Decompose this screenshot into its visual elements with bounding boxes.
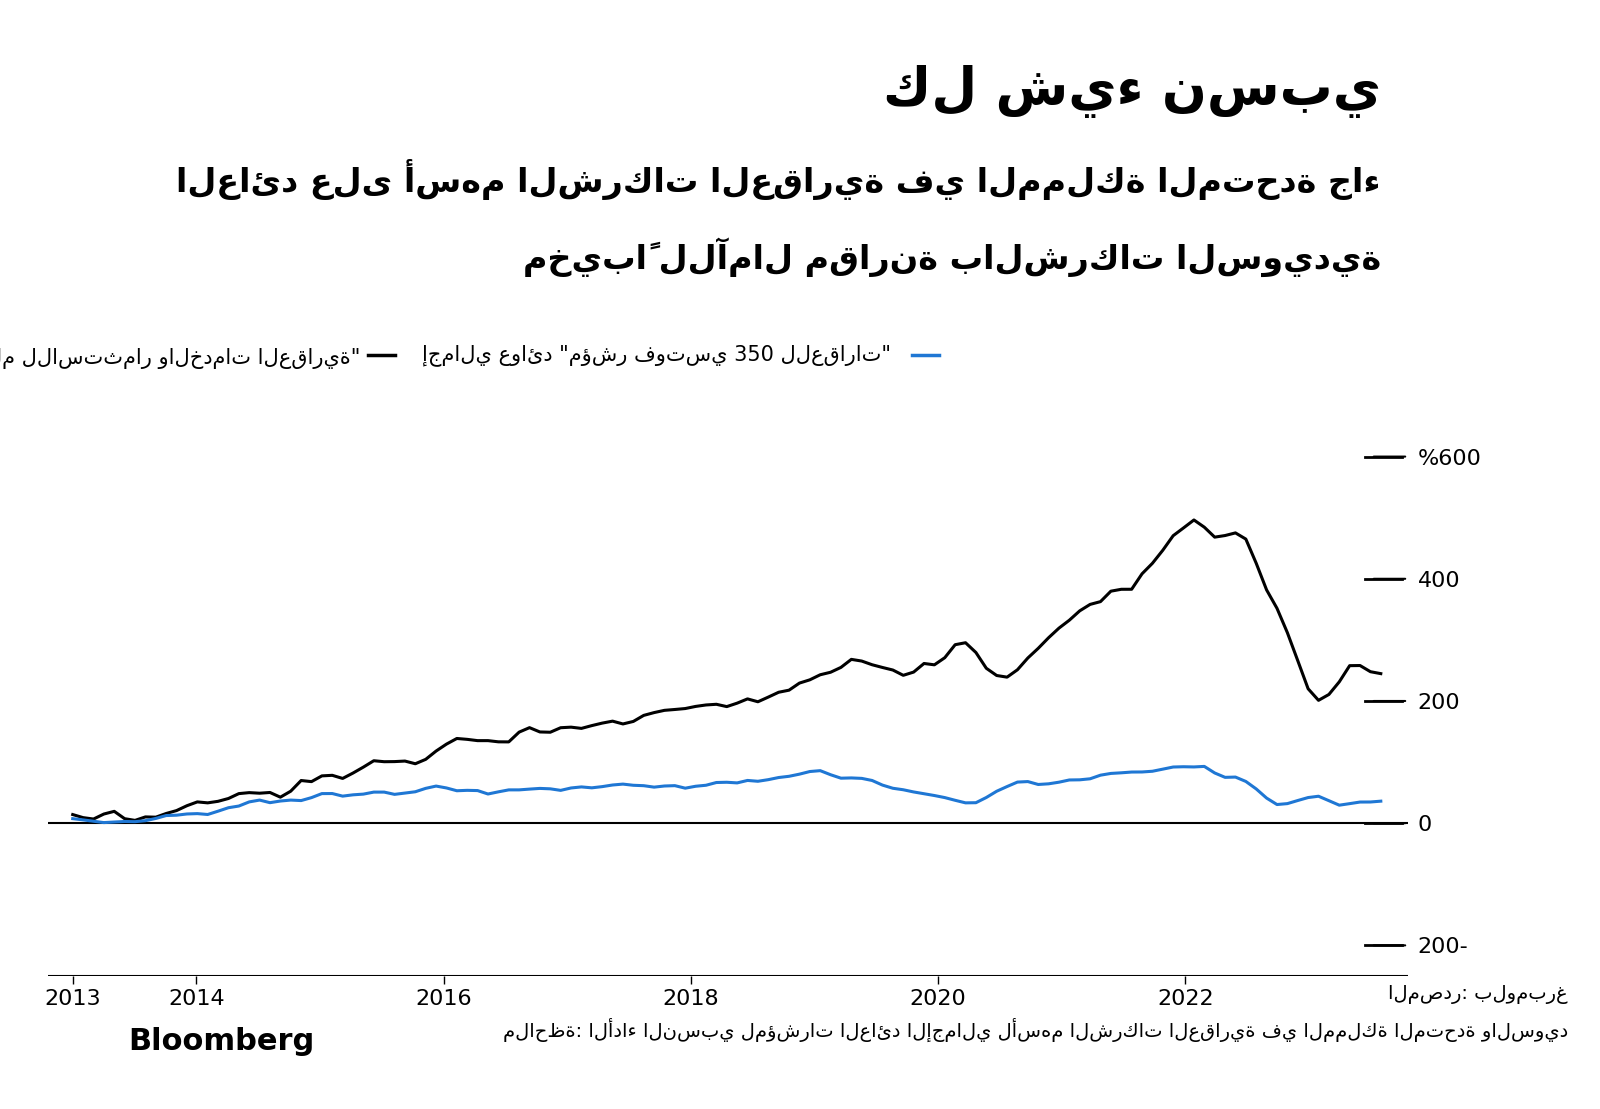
Text: المصدر: بلومبرغ: المصدر: بلومبرغ [1389,985,1568,1004]
Text: ملاحظة: الأداء النسبي لمؤشرات العائد الإجمالي لأسهم الشركات العقارية في المملكة : ملاحظة: الأداء النسبي لمؤشرات العائد الإ… [502,1018,1568,1042]
Text: مخيباً للآمال مقارنة بالشركات السويدية: مخيباً للآمال مقارنة بالشركات السويدية [523,237,1381,277]
Text: إجمالي عوائد "مؤشر فوتسي 350 للعقارات": إجمالي عوائد "مؤشر فوتسي 350 للعقارات" [422,345,891,366]
Text: Bloomberg: Bloomberg [128,1027,314,1056]
Text: العائد على أسهم الشركات العقارية في المملكة المتحدة جاء: العائد على أسهم الشركات العقارية في المم… [176,159,1381,200]
Text: كل شيء نسبي: كل شيء نسبي [883,64,1381,118]
Text: إجمالي عوائد مؤشر "أو إم إكس ستوكهولم للاستثمار والخدمات العقارية": إجمالي عوائد مؤشر "أو إم إكس ستوكهولم لل… [0,342,362,369]
